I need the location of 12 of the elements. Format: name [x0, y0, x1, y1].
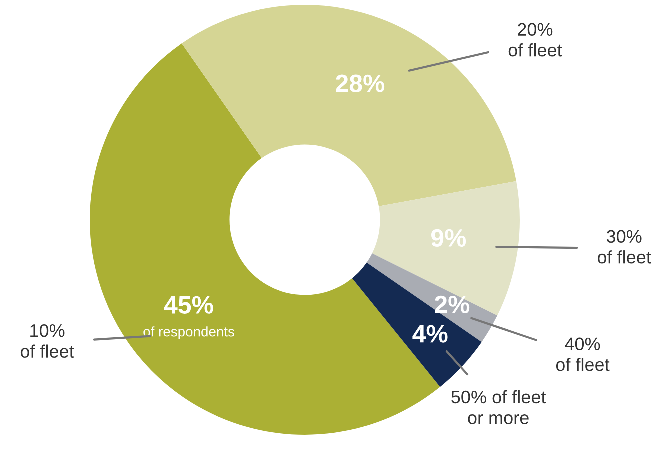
slice-label: 20% of fleet: [508, 23, 562, 57]
donut-slice: [372, 181, 520, 316]
slice-label: 40% of fleet: [556, 338, 610, 372]
data-label: 28%: [336, 74, 385, 92]
slice-label: 10% of fleet: [20, 324, 74, 358]
slice-label: 50% of fleet or more: [452, 390, 546, 424]
data-label: 4%: [412, 325, 448, 343]
data-label: 2%: [435, 296, 470, 314]
slice-label: 30% of fleet: [598, 230, 652, 264]
donut-slice: [352, 262, 482, 388]
data-label: 9%: [431, 229, 466, 248]
data-label: 45%: [164, 296, 214, 314]
